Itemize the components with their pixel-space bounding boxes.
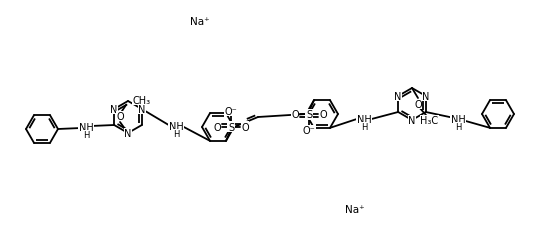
- Text: CH₃: CH₃: [132, 96, 150, 106]
- Text: O: O: [116, 112, 124, 122]
- Text: H: H: [83, 131, 89, 140]
- Text: O: O: [241, 122, 249, 132]
- Text: H: H: [173, 130, 179, 139]
- Text: N: N: [124, 128, 131, 138]
- Text: NH: NH: [168, 122, 183, 131]
- Text: S: S: [306, 110, 312, 120]
- Text: N: N: [111, 105, 118, 115]
- Text: Na⁺: Na⁺: [345, 204, 365, 214]
- Text: NH: NH: [357, 114, 371, 124]
- Text: H: H: [455, 123, 461, 132]
- Text: Na⁺: Na⁺: [190, 17, 210, 27]
- Text: O: O: [414, 100, 422, 109]
- Text: N: N: [138, 105, 146, 115]
- Text: O: O: [213, 122, 221, 132]
- Text: NH: NH: [450, 114, 465, 124]
- Text: H: H: [361, 123, 367, 132]
- Text: S: S: [228, 122, 234, 132]
- Text: O: O: [319, 110, 327, 120]
- Text: O: O: [291, 110, 299, 120]
- Text: N: N: [408, 116, 416, 125]
- Text: H₃C: H₃C: [420, 116, 438, 125]
- Text: O⁻: O⁻: [224, 106, 238, 116]
- Text: NH: NH: [79, 122, 94, 132]
- Text: N: N: [422, 92, 430, 102]
- Text: O⁻: O⁻: [302, 126, 315, 136]
- Text: N: N: [394, 92, 402, 102]
